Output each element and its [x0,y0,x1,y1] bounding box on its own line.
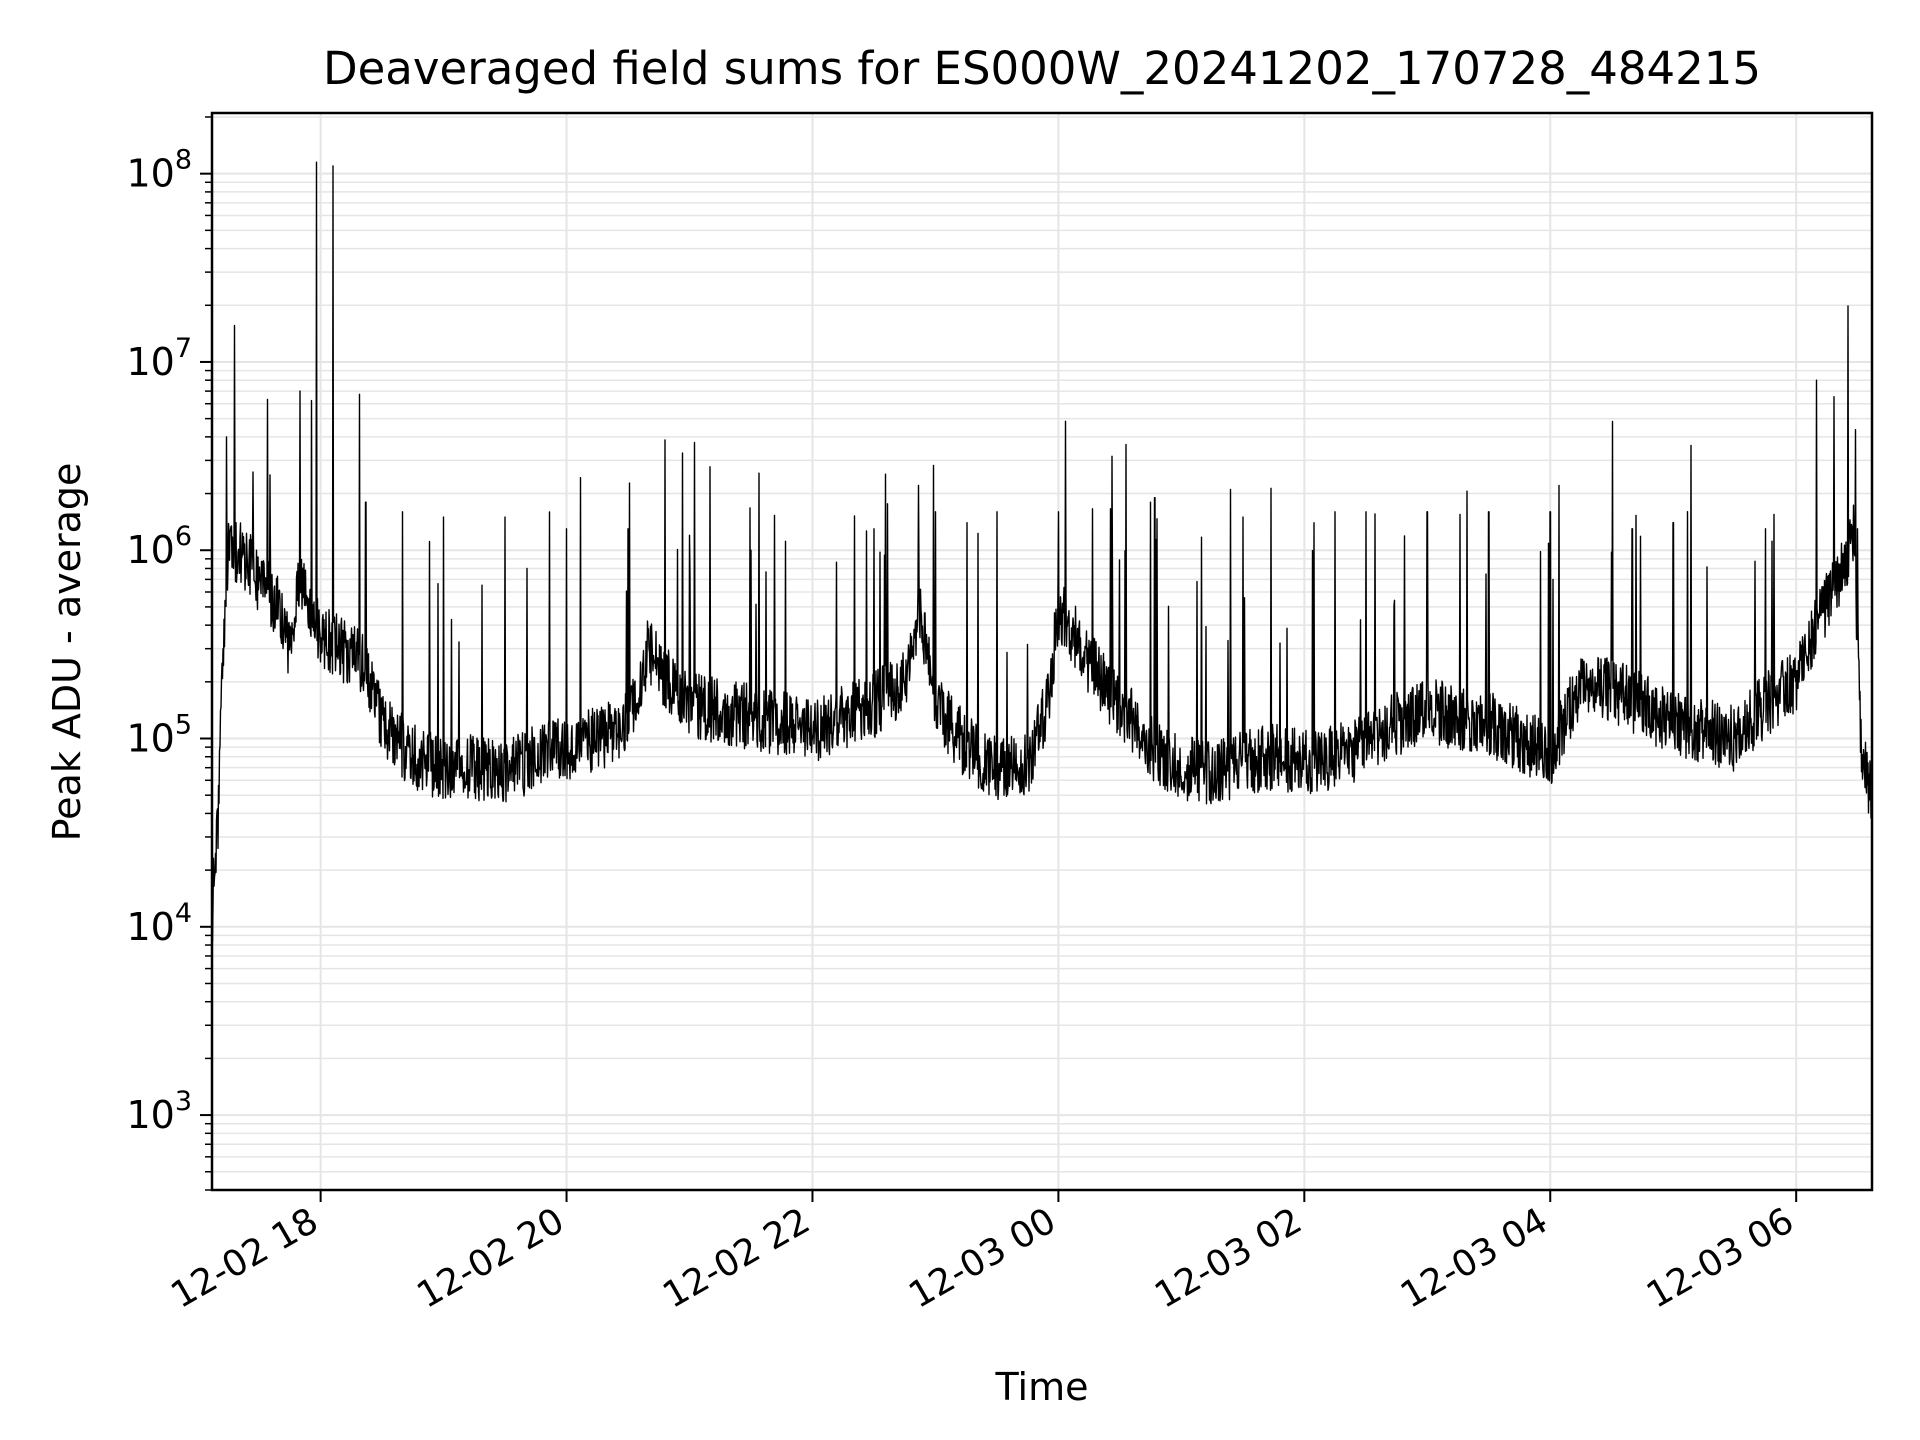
y-tick-label: 108 [126,145,192,196]
chart-title: Deaveraged field sums for ES000W_2024120… [323,42,1761,95]
grid [212,113,1872,1191]
y-tick-label: 105 [126,710,192,761]
series-line [211,161,1873,943]
y-axis-label: Peak ADU - average [45,463,89,842]
y-tick-label: 103 [126,1086,192,1137]
y-tick-label: 104 [126,898,192,949]
series-layer [211,161,1873,943]
y-tick-label: 106 [126,521,192,572]
y-axis: 103 104 105 106 107 108 [126,116,212,1191]
x-axis-label: Time [995,1365,1089,1409]
y-tick-label: 107 [126,333,192,384]
plot-frame [210,111,1874,1192]
